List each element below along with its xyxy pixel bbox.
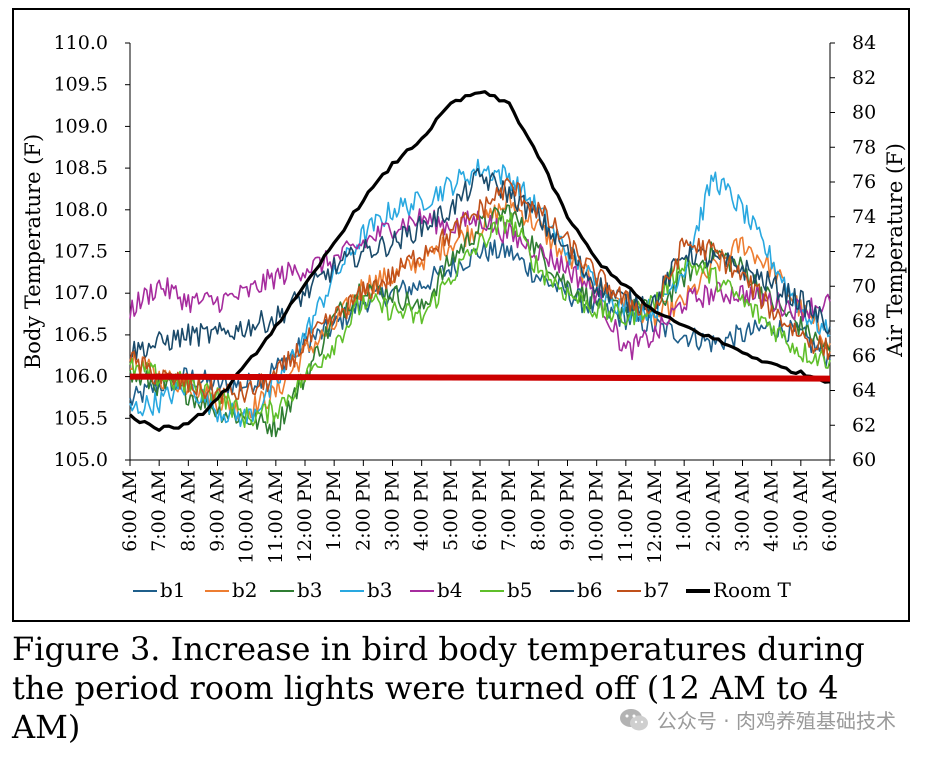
y2-tick-label: 84 [852,32,876,54]
y-tick-label: 107.0 [54,282,108,304]
y2-tick-label: 76 [852,171,876,193]
x-tick-label: 6:00 AM [119,470,141,552]
y2-tick-label: 64 [852,380,876,402]
y-tick-label: 110.0 [54,32,108,54]
x-tick-label: 9:00 PM [557,470,579,551]
y-tick-label: 107.5 [54,241,108,263]
series-line-b5 [129,212,831,428]
x-tick-label: 11:00 PM [615,470,637,563]
legend-label: b6 [577,578,603,602]
series-line-b6 [129,167,831,361]
x-tick-label: 6:00 AM [819,470,841,552]
x-tick-label: 12:00 AM [644,470,666,564]
x-tick-label: 6:00 PM [469,470,491,551]
series-line-b7 [129,177,831,405]
x-tick-label: 1:00 PM [323,470,345,551]
x-tick-label: 2:00 AM [702,470,724,552]
x-tick-label: 8:00 AM [177,470,199,552]
y-tick-label: 109.0 [54,115,108,137]
legend-label: b4 [437,578,463,602]
legend-label: b3 [367,578,393,602]
series-line-room-t [128,90,831,432]
watermark: 公众号 · 肉鸡养殖基础技术 [619,705,896,734]
y-tick-label: 108.0 [54,199,108,221]
x-tick-label: 4:00 AM [761,470,783,552]
y-tick-label: 109.5 [54,74,108,96]
x-tick-label: 2:00 PM [352,470,374,551]
figure-frame [12,8,910,622]
y2-tick-label: 82 [852,67,876,89]
legend-label: b2 [232,578,258,602]
legend-label: b1 [160,578,186,602]
x-tick-label: 10:00 AM [236,470,258,564]
legend-label: Room T [713,578,791,602]
y2-tick-label: 62 [852,414,876,436]
chart: 105.0 105.5 106.0 106.5 107.0 107.5 108.0 108.5… [21,32,907,602]
x-tick-label: 5:00 PM [440,470,462,551]
y2-tick-label: 66 [852,345,876,367]
x-tick-label: 7:00 AM [148,470,170,552]
figure-caption: Figure 3. Increase in bird body temperat… [12,630,865,746]
reference-line [129,373,831,382]
y2-tick-label: 70 [852,275,876,297]
x-tick-label: 8:00 PM [527,470,549,551]
x-tick-label: 11:00 AM [265,470,287,564]
legend-label: b3 [297,578,323,602]
y2-tick-label: 74 [852,206,876,228]
y2-tick-label: 72 [852,241,876,263]
y-tick-label: 106.5 [54,324,108,346]
x-tick-label: 3:00 PM [382,470,404,551]
x-tick-label: 3:00 AM [732,470,754,552]
series-line-b1 [129,239,831,406]
y2-tick-label: 60 [852,449,876,471]
x-tick-label: 5:00 AM [790,470,812,552]
wechat-icon [619,708,648,730]
y-tick-label: 108.5 [54,157,108,179]
y-tick-label: 105.0 [54,449,108,471]
y2-axis-title: Air Temperature (F) [883,143,907,358]
x-tick-label: 7:00 PM [498,470,520,551]
x-tick-label: 12:00 PM [294,470,316,563]
y-axis-title: Body Temperature (F) [21,134,45,369]
x-tick-label: 4:00 PM [411,470,433,551]
x-tick-label: 9:00 AM [207,470,229,552]
x-tick-label: 10:00 PM [586,470,608,563]
y2-tick-label: 68 [852,310,876,332]
watermark-text: 公众号 · 肉鸡养殖基础技术 [656,709,896,733]
y2-tick-label: 78 [852,136,876,158]
y-tick-label: 105.5 [54,407,108,429]
y-tick-label: 106.0 [54,366,108,388]
legend-label: b5 [507,578,533,602]
y2-tick-label: 80 [852,102,876,124]
series-line-b4 [129,208,831,361]
x-tick-label: 1:00 AM [673,470,695,552]
legend-label: b7 [644,578,670,602]
